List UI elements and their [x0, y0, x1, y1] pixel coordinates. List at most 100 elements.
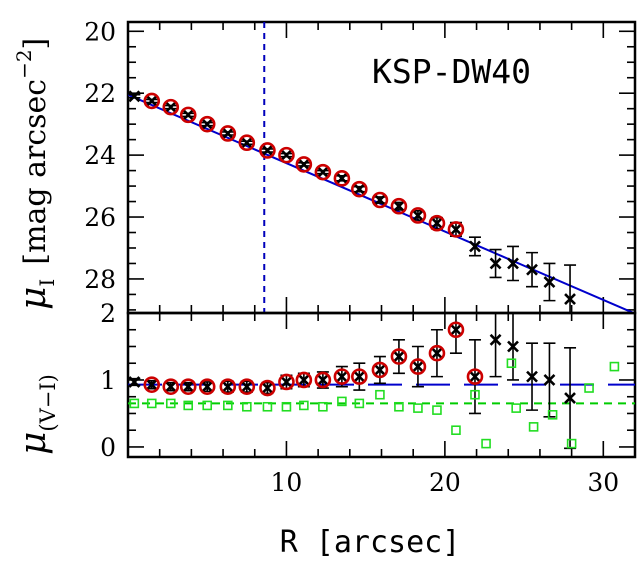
circle-marker: [447, 321, 465, 339]
cross-marker: [526, 370, 538, 383]
circle-marker: [390, 197, 408, 215]
square-marker: [584, 383, 594, 393]
top-ytick-label: 24: [84, 141, 116, 170]
square-marker: [451, 425, 461, 436]
square-marker: [432, 405, 442, 415]
square-marker: [146, 398, 157, 409]
square-marker: [165, 398, 176, 409]
cross-marker: [316, 374, 329, 386]
circle-marker: [351, 180, 368, 198]
cross-marker: [507, 257, 519, 270]
square-marker: [337, 396, 347, 407]
cross-marker: [221, 127, 234, 140]
square-marker: [223, 400, 233, 411]
square-marker: [242, 401, 252, 412]
top-ytick-label: 28: [84, 265, 116, 294]
circle-marker: [409, 358, 427, 375]
circle-marker: [259, 379, 276, 397]
cross-marker: [353, 183, 366, 196]
cross-marker: [489, 333, 502, 346]
circle-marker: [390, 348, 408, 365]
cross-marker: [240, 380, 253, 393]
bottom-ytick-label: 1: [100, 366, 116, 395]
cross-marker: [507, 340, 519, 353]
square-marker: [506, 358, 517, 369]
cross-marker: [335, 370, 348, 383]
square-marker: [470, 389, 480, 400]
circle-marker: [238, 378, 256, 395]
cross-marker: [280, 149, 293, 162]
circle-marker: [198, 378, 216, 395]
square-marker: [318, 401, 328, 412]
xtick-label: 30: [587, 468, 619, 497]
circle-marker: [409, 207, 427, 224]
cross-marker: [335, 172, 348, 185]
cross-marker: [201, 380, 214, 393]
circle-marker: [351, 368, 368, 385]
cross-marker: [182, 108, 195, 121]
cross-marker: [201, 118, 214, 131]
top-ylabel-unit-close: ]: [18, 38, 53, 50]
square-marker: [354, 398, 365, 409]
square-marker: [566, 438, 577, 449]
circle-marker: [162, 98, 180, 116]
circle-marker: [259, 142, 276, 159]
top-ytick-label: 26: [84, 203, 116, 232]
circle-marker: [198, 115, 216, 133]
circle-marker: [333, 368, 351, 385]
square-marker: [375, 389, 385, 400]
circle-marker: [333, 170, 351, 187]
cross-marker: [489, 257, 502, 270]
circle-marker: [466, 368, 484, 385]
square-marker: [528, 422, 539, 432]
bottom-ylabel-subscript: (V−I): [36, 374, 60, 431]
cross-marker: [373, 194, 386, 206]
square-marker: [481, 438, 491, 449]
cross-marker: [393, 350, 405, 363]
square-marker: [394, 401, 404, 412]
circle-marker: [447, 221, 465, 238]
top-ytick-label: 20: [84, 17, 116, 46]
square-marker: [129, 398, 140, 409]
cross-marker: [145, 95, 158, 107]
circle-marker: [278, 373, 295, 391]
cross-marker: [261, 382, 274, 394]
square-marker: [547, 410, 558, 420]
top-ytick-label: 22: [84, 79, 116, 108]
circle-marker: [238, 134, 256, 152]
top-panel-marks: [128, 22, 635, 313]
square-marker: [299, 400, 309, 411]
circle-marker: [278, 146, 295, 164]
cross-marker: [145, 378, 158, 391]
circle-marker: [295, 371, 313, 389]
cross-marker: [543, 374, 556, 386]
top-panel-ticks: 20 22 24 26 28: [84, 17, 636, 313]
circle-marker: [143, 92, 161, 110]
bottom-y-axis-title: μ(V−I): [13, 374, 60, 455]
cross-marker: [412, 209, 424, 222]
cross-marker: [412, 360, 424, 373]
circle-marker: [371, 361, 389, 379]
square-marker: [183, 400, 194, 411]
bottom-panel-marks: [128, 313, 635, 450]
circle-marker: [428, 344, 446, 362]
top-ylabel-unit-open: [mag arcsec: [18, 79, 53, 265]
cross-marker: [526, 263, 538, 276]
circle-marker: [371, 191, 389, 209]
bottom-ytick-label: 2: [100, 299, 116, 328]
cross-marker: [450, 323, 462, 336]
cross-marker: [393, 200, 405, 213]
square-marker: [609, 361, 620, 372]
cross-marker: [297, 158, 310, 171]
circle-marker: [428, 214, 446, 232]
cross-marker: [221, 380, 234, 393]
top-ylabel-subscript: I: [35, 279, 59, 287]
cross-marker: [373, 364, 386, 376]
svg-text:μI[mag arcsec−2]: μI [mag arcsec−2]: [12, 38, 59, 310]
top-y-axis-title: μI [mag arcsec−2]: [12, 38, 59, 310]
circle-marker: [143, 376, 161, 393]
top-panel: 20 22 24 26 28 KSP-DW40: [84, 17, 637, 315]
svg-text:μ(V−I): μ(V−I): [13, 374, 60, 455]
cross-marker: [543, 276, 556, 288]
